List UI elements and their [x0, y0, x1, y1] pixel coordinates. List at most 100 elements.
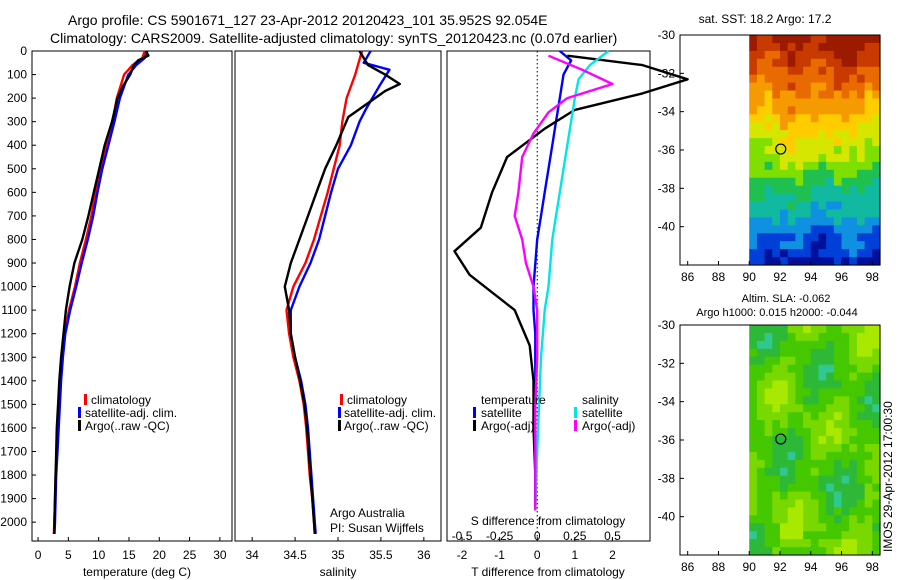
heatmap-cell — [787, 122, 796, 131]
heatmap-cell — [803, 225, 812, 234]
heatmap-cell — [849, 348, 858, 358]
heatmap-cell — [818, 98, 827, 107]
heatmap-cell — [833, 122, 843, 131]
heatmap-cell — [826, 451, 835, 461]
heatmap-cell — [826, 130, 835, 139]
legend-swatch-climatology — [84, 394, 87, 405]
heatmap-cell — [764, 35, 773, 44]
heatmap-cell — [864, 225, 873, 234]
heatmap-cell — [772, 340, 781, 350]
heatmap-cell — [810, 531, 820, 540]
heatmap-cell — [818, 372, 827, 382]
heatmap-cell — [818, 201, 827, 211]
x-tick-20: 20 — [153, 548, 167, 562]
sst-map-title: sat. SST: 18.2 Argo: 17.2 — [699, 12, 832, 26]
heatmap-cell — [749, 233, 758, 242]
heatmap-cell — [818, 74, 827, 84]
heatmap-cell — [810, 380, 820, 390]
heatmap-cell — [795, 523, 804, 532]
legend-label-satellite: satellite-adj. clim. — [85, 406, 177, 420]
depth-tick-1700: 1700 — [0, 444, 27, 458]
heatmap-cell — [864, 388, 873, 397]
heatmap-cell — [764, 483, 773, 493]
heatmap-cell — [803, 58, 812, 68]
heatmap-cell — [810, 193, 820, 203]
heatmap-cell — [787, 66, 796, 76]
heatmap-cell — [780, 161, 789, 171]
heatmap-cell — [795, 539, 804, 548]
heatmap-cell — [856, 475, 866, 485]
heatmap-cell — [818, 233, 827, 242]
heatmap-cell — [810, 523, 820, 532]
heatmap-cell — [756, 98, 766, 107]
heatmap-cell — [826, 348, 835, 358]
heatmap-cell — [764, 451, 773, 461]
heatmap-cell — [756, 499, 766, 509]
heatmap-cell — [803, 169, 812, 179]
heatmap-cell — [833, 515, 843, 524]
heatmap-cell — [795, 475, 804, 485]
lon-tick-88: 88 — [712, 560, 726, 574]
x-tick-10: 10 — [92, 548, 106, 562]
lat-tick--32: -32 — [658, 66, 676, 80]
heatmap-cell — [833, 249, 843, 258]
sla-lon-tick-labels: 86 88 90 92 94 96 98 — [681, 551, 879, 574]
heatmap-cell — [864, 372, 873, 382]
heatmap-cell — [841, 106, 850, 115]
heatmap-cell — [841, 161, 850, 171]
heatmap-cell — [872, 539, 881, 548]
heatmap-cell — [803, 428, 812, 437]
heatmap-cell — [856, 404, 866, 413]
heatmap-cell — [764, 50, 773, 60]
heatmap-cell — [841, 499, 850, 509]
heatmap-cell — [818, 241, 827, 250]
heatmap-cell — [826, 364, 835, 374]
heatmap-cell — [856, 122, 866, 131]
heatmap-cell — [772, 114, 781, 123]
heatmap-cell — [749, 106, 758, 115]
heatmap-cell — [749, 249, 758, 258]
depth-tick-500: 500 — [7, 162, 27, 176]
heatmap-cell — [772, 348, 781, 358]
heatmap-cell — [856, 507, 866, 516]
heatmap-cell — [772, 388, 781, 397]
heatmap-cell — [864, 98, 873, 107]
heatmap-cell — [795, 130, 804, 139]
sst-map-panel: sat. SST: 18.2 Argo: 17.2 -30-32-34-36-3… — [658, 12, 881, 284]
heatmap-cell — [856, 217, 866, 226]
heatmap-cell — [795, 547, 804, 556]
heatmap-cell — [872, 388, 881, 397]
heatmap-cell — [864, 348, 873, 358]
heatmap-cell — [864, 515, 873, 524]
heatmap-cell — [864, 451, 873, 461]
heatmap-cell — [872, 404, 881, 413]
heatmap-cell — [872, 507, 881, 516]
top-tick-0.25: 0.25 — [563, 529, 587, 543]
heatmap-cell — [764, 138, 773, 147]
heatmap-cell — [756, 475, 766, 485]
depth-tick-1100: 1100 — [1, 303, 27, 317]
heatmap-cell — [764, 217, 773, 226]
temperature-lines — [52, 50, 150, 534]
heatmap-cell — [780, 249, 789, 258]
heatmap-cell — [872, 233, 881, 242]
salinity-axes — [234, 50, 442, 542]
heatmap-cell — [826, 467, 835, 477]
heatmap-cell — [826, 90, 835, 100]
series-line-argo_salinity — [513, 54, 614, 511]
heatmap-cell — [872, 98, 881, 107]
heatmap-cell — [872, 74, 881, 84]
heatmap-cell — [841, 539, 850, 548]
heatmap-cell — [810, 90, 820, 100]
heatmap-cell — [772, 531, 781, 540]
heatmap-cell — [787, 35, 796, 44]
heatmap-cell — [841, 169, 850, 179]
depth-tick-1300: 1300 — [0, 350, 27, 364]
heatmap-cell — [764, 523, 773, 532]
heatmap-cell — [810, 225, 820, 234]
x-tick-5: 5 — [65, 548, 72, 562]
heatmap-cell — [795, 42, 804, 52]
x-tick--1: -1 — [494, 548, 505, 562]
top-tick--0.5: -0.5 — [452, 529, 473, 543]
heatmap-cell — [826, 138, 835, 147]
